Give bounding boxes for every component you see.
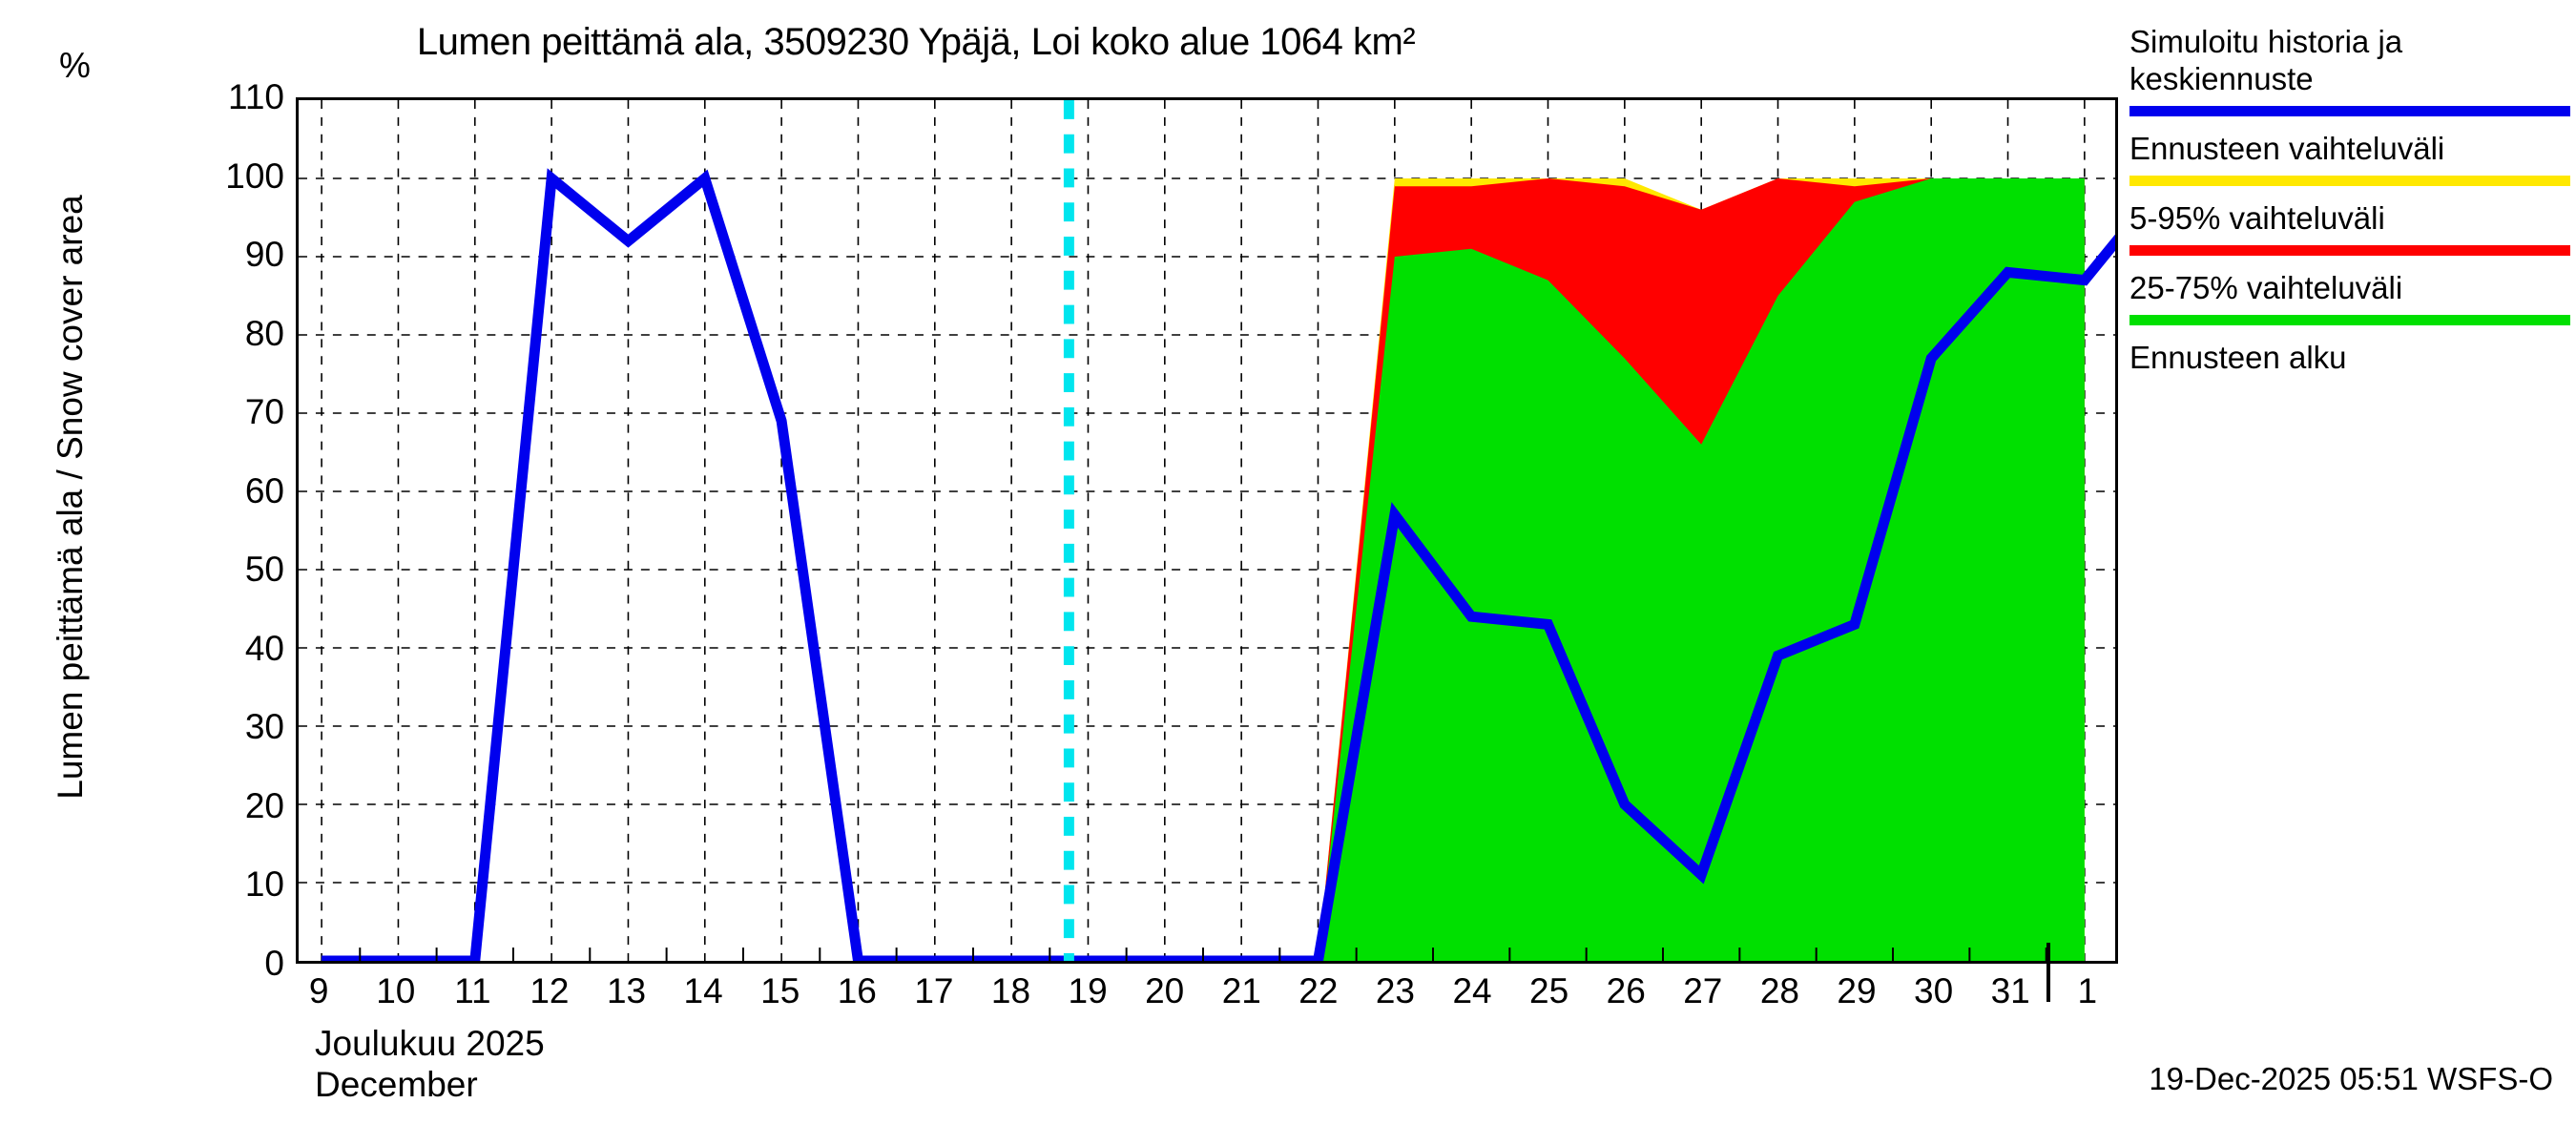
x-tick-label: 27	[1683, 971, 1723, 1010]
y-tick-label: 10	[244, 864, 284, 905]
x-tick-label: 21	[1221, 971, 1261, 1010]
x-tick-label: 25	[1529, 971, 1569, 1010]
legend-swatch	[2129, 106, 2570, 116]
x-tick-label: 22	[1298, 971, 1339, 1010]
month-boundary-tick	[2046, 943, 2051, 1002]
band-25-75-vaihteluv-li	[322, 178, 2085, 961]
legend-swatch	[2129, 315, 2570, 325]
legend-swatch	[2129, 385, 2570, 397]
x-tick-label: 16	[837, 971, 877, 1010]
x-axis-label-fi: Joulukuu 2025	[315, 1024, 545, 1063]
y-tick-label: 100	[225, 156, 284, 196]
y-axis-unit: %	[59, 46, 91, 85]
x-tick-label: 17	[914, 971, 954, 1010]
x-tick-label: 28	[1759, 971, 1799, 1010]
x-tick-label: 14	[683, 971, 723, 1010]
y-tick-label: 110	[228, 77, 284, 116]
x-axis-label: Joulukuu 2025 December	[315, 1023, 545, 1105]
y-tick-label: 20	[244, 785, 284, 825]
y-tick-label: 50	[244, 550, 284, 590]
x-axis-ticks: 9 10 11 12 13 14 15 16 17 18 19 20 21 22 23 24 25 26 27 28 2…	[0, 971, 2576, 1017]
chart-title: Lumen peittämä ala, 3509230 Ypäjä, Loi k…	[416, 21, 1416, 63]
x-tick-label: 23	[1375, 971, 1416, 1010]
x-tick-label: 19	[1068, 971, 1108, 1010]
mean-forecast-line	[322, 168, 2115, 961]
legend-label: Simuloitu historia ja keskiennuste	[2129, 24, 2403, 96]
footer-timestamp: 19-Dec-2025 05:51 WSFS-O	[2149, 1061, 2553, 1096]
y-tick-label: 70	[244, 392, 284, 432]
legend-label: Ennusteen vaihteluväli	[2129, 131, 2445, 166]
x-tick-label: 9	[308, 971, 329, 1010]
legend: Simuloitu historia ja keskiennuste Ennust…	[2129, 23, 2576, 410]
x-tick-label: 24	[1452, 971, 1492, 1010]
legend-label: Ennusteen alku	[2129, 340, 2347, 375]
x-tick-label: 26	[1606, 971, 1646, 1010]
x-tick-label: 11	[454, 971, 491, 1010]
x-tick-label: 29	[1837, 971, 1877, 1010]
x-tick-label: 31	[1990, 971, 2030, 1010]
legend-label: 25-75% vaihteluväli	[2129, 270, 2403, 305]
x-tick-label: 1	[2077, 971, 2098, 1010]
x-tick-label: 18	[990, 971, 1031, 1010]
x-axis-label-en: December	[315, 1065, 478, 1104]
x-tick-label: 12	[530, 971, 570, 1010]
legend-label: 5-95% vaihteluväli	[2129, 200, 2385, 236]
x-tick-label: 30	[1914, 971, 1954, 1010]
x-tick-label: 20	[1145, 971, 1185, 1010]
y-axis-ticks: 0 10 20 30 40 50 60 70 80 90 100 110	[0, 0, 284, 1145]
y-tick-label: 80	[244, 313, 284, 353]
plot-svg	[299, 100, 2115, 961]
y-tick-label: 90	[244, 235, 284, 275]
y-tick-label: 40	[244, 628, 284, 668]
plot-area	[296, 97, 2118, 964]
x-tick-label: 15	[760, 971, 800, 1010]
y-tick-label: 30	[244, 707, 284, 747]
legend-swatch	[2129, 176, 2570, 186]
x-tick-label: 13	[606, 971, 647, 1010]
y-tick-label: 60	[244, 470, 284, 510]
y-tick-label: 0	[264, 944, 284, 983]
x-tick-label: 10	[376, 971, 416, 1010]
legend-swatch	[2129, 245, 2570, 256]
